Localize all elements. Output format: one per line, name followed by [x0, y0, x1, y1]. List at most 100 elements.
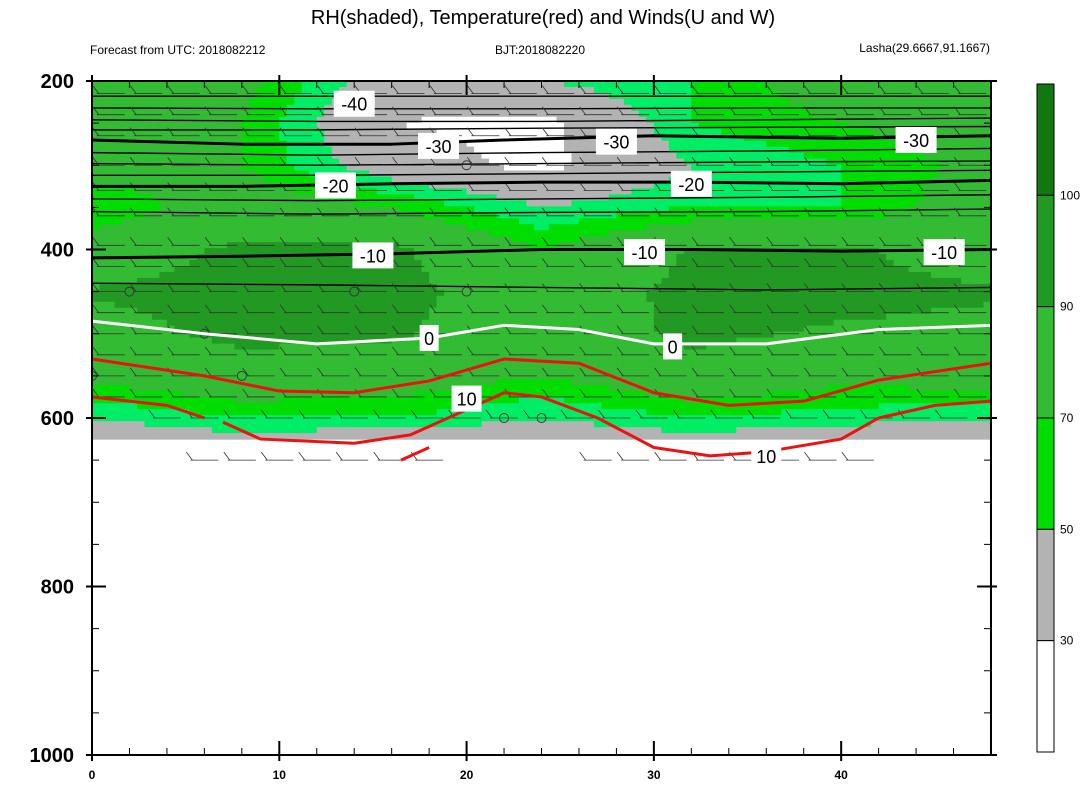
- rh-cell: [578, 212, 588, 219]
- rh-cell: [676, 313, 685, 321]
- rh-cell: [848, 319, 857, 327]
- rh-cell: [256, 188, 265, 195]
- rh-cell: [983, 254, 991, 261]
- rh-cell: [466, 224, 475, 231]
- rh-cell: [826, 176, 835, 184]
- rh-cell: [871, 283, 880, 291]
- rh-cell: [384, 277, 393, 285]
- rh-cell: [713, 140, 722, 148]
- rh-cell: [683, 301, 692, 309]
- rh-cell: [773, 81, 782, 88]
- rh-cell: [316, 122, 325, 130]
- rh-cell: [676, 81, 685, 88]
- rh-cell: [219, 301, 228, 309]
- rh-cell: [121, 81, 131, 88]
- rh-cell: [459, 134, 468, 142]
- rh-cell: [526, 236, 535, 243]
- rh-cell: [459, 277, 468, 285]
- rh-cell: [668, 260, 677, 267]
- rh-cell: [451, 265, 460, 273]
- rh-cell: [661, 81, 670, 88]
- rh-cell: [721, 98, 730, 106]
- rh-cell: [601, 200, 610, 207]
- rh-cell: [436, 81, 445, 88]
- rh-cell: [151, 134, 161, 142]
- rh-cell: [264, 170, 273, 178]
- rh-cell: [541, 176, 550, 184]
- rh-cell: [841, 224, 850, 231]
- rh-cell: [369, 158, 378, 166]
- rh-cell: [616, 301, 625, 309]
- rh-cell: [916, 110, 925, 118]
- rh-cell: [219, 81, 228, 88]
- rh-cell: [608, 158, 618, 166]
- rh-cell: [496, 319, 505, 327]
- rh-cell: [886, 224, 895, 231]
- rh-cell: [286, 86, 295, 94]
- rh-cell: [616, 206, 625, 213]
- rh-cell: [99, 206, 108, 213]
- rh-cell: [743, 224, 752, 231]
- rh-cell: [653, 182, 662, 190]
- rh-cell: [294, 152, 303, 160]
- rh-cell: [129, 164, 138, 172]
- rh-cell: [728, 230, 737, 237]
- rh-cell: [384, 301, 393, 309]
- rh-cell: [526, 313, 535, 321]
- rh-cell: [354, 218, 363, 225]
- rh-cell: [833, 242, 842, 249]
- rh-cell: [556, 110, 565, 118]
- rh-cell: [721, 122, 730, 130]
- rh-cell: [526, 194, 535, 201]
- rh-cell: [856, 283, 865, 291]
- rh-cell: [204, 242, 213, 249]
- rh-cell: [736, 289, 745, 297]
- rh-cell: [803, 140, 812, 148]
- rh-cell: [324, 134, 333, 142]
- rh-cell: [968, 116, 977, 124]
- rh-cell: [346, 325, 355, 333]
- rh-cell: [384, 295, 393, 303]
- rh-cell: [608, 152, 618, 160]
- rh-cell: [496, 200, 505, 207]
- rh-cell: [841, 98, 850, 106]
- rh-cell: [264, 319, 273, 327]
- rh-cell: [758, 98, 767, 106]
- rh-cell: [99, 194, 108, 201]
- rh-cell: [556, 176, 565, 184]
- rh-cell: [601, 236, 610, 243]
- rh-cell: [863, 200, 872, 207]
- rh-cell: [309, 116, 318, 124]
- rh-cell: [586, 98, 595, 106]
- rh-cell: [623, 164, 632, 172]
- rh-cell: [384, 158, 393, 166]
- rh-cell: [736, 182, 745, 190]
- rh-cell: [871, 212, 880, 219]
- rh-cell: [99, 224, 108, 231]
- rh-cell: [99, 158, 108, 166]
- rh-cell: [301, 110, 310, 118]
- rh-cell: [324, 265, 333, 273]
- rh-cell: [399, 188, 408, 195]
- rh-cell: [826, 81, 835, 88]
- rh-cell: [653, 206, 662, 213]
- rh-cell: [106, 194, 116, 201]
- rh-cell: [414, 283, 423, 291]
- rh-cell: [144, 301, 153, 309]
- rh-cell: [519, 146, 528, 154]
- rh-cell: [391, 248, 400, 255]
- rh-cell: [196, 242, 205, 249]
- rh-cell: [863, 128, 872, 136]
- rh-cell: [234, 295, 243, 303]
- rh-cell: [541, 98, 550, 106]
- rh-cell: [271, 260, 280, 267]
- rh-cell: [646, 128, 655, 136]
- rh-cell: [92, 271, 101, 279]
- rh-cell: [339, 248, 348, 255]
- rh-cell: [826, 224, 835, 231]
- rh-cell: [616, 313, 625, 321]
- rh-cell: [728, 152, 737, 160]
- rh-cell: [504, 182, 513, 190]
- rh-cell: [166, 206, 176, 213]
- rh-cell: [796, 319, 805, 327]
